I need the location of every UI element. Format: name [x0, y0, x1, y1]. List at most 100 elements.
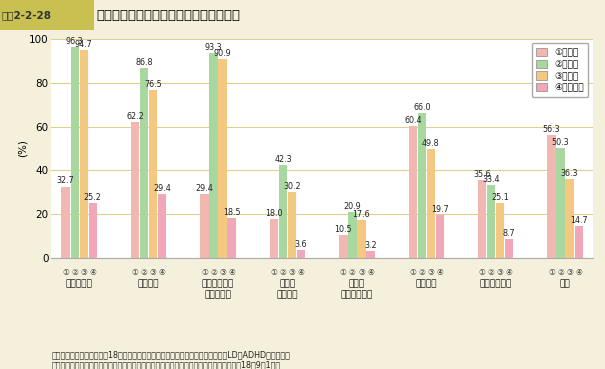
Text: 学校における特別支援教育体制整備状況: 学校における特別支援教育体制整備状況: [97, 8, 241, 22]
Bar: [505, 239, 514, 258]
Text: 49.8: 49.8: [422, 139, 440, 148]
Text: 17.6: 17.6: [353, 210, 370, 218]
Text: 8.7: 8.7: [503, 229, 515, 238]
Text: 32.7: 32.7: [57, 176, 74, 185]
Text: 18.0: 18.0: [265, 209, 283, 218]
Text: ②: ②: [71, 268, 78, 277]
Text: 個別の
指導計画: 個別の 指導計画: [276, 279, 298, 299]
Text: ②: ②: [280, 268, 286, 277]
Bar: [557, 148, 565, 258]
Text: ③: ③: [80, 268, 87, 277]
Text: 図表2-2-28: 図表2-2-28: [2, 10, 52, 20]
Bar: [62, 186, 70, 258]
Text: ②: ②: [418, 268, 425, 277]
Bar: [0, 0, 94, 30]
Text: ③: ③: [566, 268, 573, 277]
Bar: [288, 192, 296, 258]
Bar: [270, 219, 278, 258]
Text: ②: ②: [349, 268, 356, 277]
Bar: [88, 203, 97, 258]
Bar: [227, 218, 236, 258]
Text: ③: ③: [497, 268, 503, 277]
Text: 76.5: 76.5: [144, 80, 162, 89]
Text: 42.3: 42.3: [274, 155, 292, 164]
Text: 62.2: 62.2: [126, 112, 144, 121]
Text: 90.9: 90.9: [214, 49, 232, 58]
Bar: [79, 51, 88, 258]
Text: ①: ①: [62, 268, 69, 277]
Text: ④: ④: [367, 268, 374, 277]
Bar: [158, 194, 166, 258]
Text: 専門家チーム: 専門家チーム: [480, 279, 512, 288]
Text: 36.3: 36.3: [561, 169, 578, 177]
Text: 96.3: 96.3: [66, 37, 83, 46]
Text: 校内委員会: 校内委員会: [66, 279, 93, 288]
Bar: [131, 122, 139, 258]
Text: ③: ③: [427, 268, 434, 277]
Text: 50.3: 50.3: [552, 138, 569, 147]
Bar: [71, 47, 79, 258]
Text: ④: ④: [159, 268, 166, 277]
Bar: [357, 220, 365, 258]
Text: 25.1: 25.1: [491, 193, 509, 202]
Text: 個別の
教育支援計画: 個別の 教育支援計画: [341, 279, 373, 299]
Text: ④: ④: [90, 268, 96, 277]
Text: ③: ③: [149, 268, 157, 277]
Text: 14.7: 14.7: [570, 216, 587, 225]
Legend: ①幼稚園, ②小学校, ③中学校, ④高等学校: ①幼稚園, ②小学校, ③中学校, ④高等学校: [532, 43, 589, 97]
Text: ④: ④: [436, 268, 443, 277]
Bar: [478, 180, 486, 258]
Text: ②: ②: [557, 268, 564, 277]
Text: 3.6: 3.6: [295, 240, 307, 249]
Text: ④: ④: [228, 268, 235, 277]
Text: 29.4: 29.4: [195, 184, 214, 193]
Text: 60.4: 60.4: [404, 115, 422, 125]
Bar: [417, 113, 426, 258]
Y-axis label: (%): (%): [18, 139, 28, 158]
Bar: [436, 215, 444, 258]
Text: ①: ①: [340, 268, 347, 277]
Text: 実態把握: 実態把握: [138, 279, 159, 288]
Text: ①: ①: [479, 268, 486, 277]
Text: ④: ④: [506, 268, 512, 277]
Text: 25.2: 25.2: [83, 193, 102, 202]
Text: （出典）文部科学者「平成18年度幼稚園、小学校、中学校、高等学校等におけるLD、ADHD、高機能自: （出典）文部科学者「平成18年度幼稚園、小学校、中学校、高等学校等におけるLD、…: [51, 351, 290, 360]
Text: ②: ②: [210, 268, 217, 277]
Bar: [427, 149, 435, 258]
Bar: [140, 68, 148, 258]
Bar: [487, 185, 495, 258]
Text: ③: ③: [358, 268, 365, 277]
Bar: [548, 135, 556, 258]
Bar: [218, 59, 227, 258]
Text: 研修: 研修: [560, 279, 571, 288]
Text: ②: ②: [141, 268, 148, 277]
Text: ①: ①: [270, 268, 277, 277]
Bar: [496, 203, 505, 258]
Text: 18.5: 18.5: [223, 208, 240, 217]
Bar: [408, 126, 417, 258]
Text: ③: ③: [219, 268, 226, 277]
Bar: [339, 235, 347, 258]
Text: 66.0: 66.0: [413, 103, 431, 112]
Text: ①: ①: [132, 268, 139, 277]
Text: 19.7: 19.7: [431, 205, 449, 214]
Bar: [200, 194, 209, 258]
Text: ③: ③: [289, 268, 295, 277]
Text: 3.2: 3.2: [364, 241, 377, 250]
Bar: [366, 251, 374, 258]
Text: 35.6: 35.6: [473, 170, 491, 179]
Bar: [149, 90, 157, 258]
Bar: [297, 251, 305, 258]
Text: ①: ①: [410, 268, 416, 277]
Text: 33.4: 33.4: [482, 175, 500, 184]
Text: 93.3: 93.3: [204, 43, 222, 52]
Text: コーディネー
ターの指名: コーディネー ターの指名: [202, 279, 234, 299]
Text: 20.9: 20.9: [344, 202, 361, 211]
Text: 86.8: 86.8: [136, 58, 153, 67]
Bar: [279, 165, 287, 258]
Text: 30.2: 30.2: [283, 182, 301, 191]
Text: 巡回相談: 巡回相談: [416, 279, 437, 288]
Text: ①: ①: [201, 268, 208, 277]
Text: ④: ④: [298, 268, 304, 277]
Bar: [575, 226, 583, 258]
